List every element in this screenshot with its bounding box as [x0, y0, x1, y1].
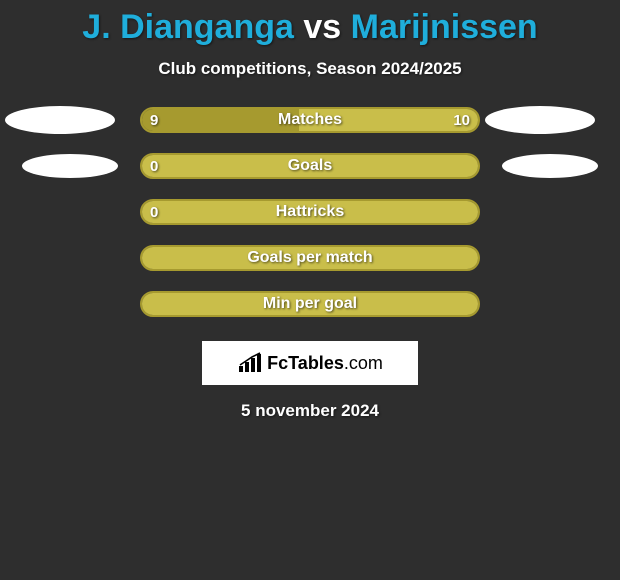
stat-value-right: 10 — [453, 107, 470, 133]
stat-value-left: 9 — [150, 107, 158, 133]
player2-ellipse — [485, 106, 595, 134]
logo-text-light: .com — [344, 353, 383, 373]
stat-value-left: 0 — [150, 153, 158, 179]
title: J. Dianganga vs Marijnissen — [0, 0, 620, 47]
stat-row: Hattricks0 — [0, 199, 620, 225]
player1-ellipse — [5, 106, 115, 134]
chart-icon — [237, 352, 263, 374]
stat-row: Goals0 — [0, 153, 620, 179]
stat-label: Goals — [142, 155, 478, 177]
stat-label: Matches — [142, 109, 478, 131]
date-text: 5 november 2024 — [0, 401, 620, 421]
stat-bar: Goals — [140, 153, 480, 179]
stat-label: Goals per match — [142, 247, 478, 269]
player2-ellipse — [502, 154, 598, 178]
stat-bar: Goals per match — [140, 245, 480, 271]
stat-rows: Matches910Goals0Hattricks0Goals per matc… — [0, 107, 620, 317]
title-player1: J. Dianganga — [82, 8, 294, 46]
title-vs: vs — [303, 8, 341, 46]
logo-text-bold: FcTables — [267, 353, 344, 373]
stat-bar: Matches — [140, 107, 480, 133]
stat-row: Min per goal — [0, 291, 620, 317]
stat-row: Goals per match — [0, 245, 620, 271]
stat-label: Min per goal — [142, 293, 478, 315]
logo-text: FcTables.com — [267, 353, 383, 374]
stat-row: Matches9 10 — [0, 107, 620, 133]
stat-bar: Min per goal — [140, 291, 480, 317]
stat-label: Hattricks — [142, 201, 478, 223]
title-player2: Marijnissen — [351, 8, 538, 46]
player1-ellipse — [22, 154, 118, 178]
stat-value-left: 0 — [150, 199, 158, 225]
stat-bar: Hattricks — [140, 199, 480, 225]
logo-box: FcTables.com — [202, 341, 418, 385]
subtitle: Club competitions, Season 2024/2025 — [0, 59, 620, 79]
